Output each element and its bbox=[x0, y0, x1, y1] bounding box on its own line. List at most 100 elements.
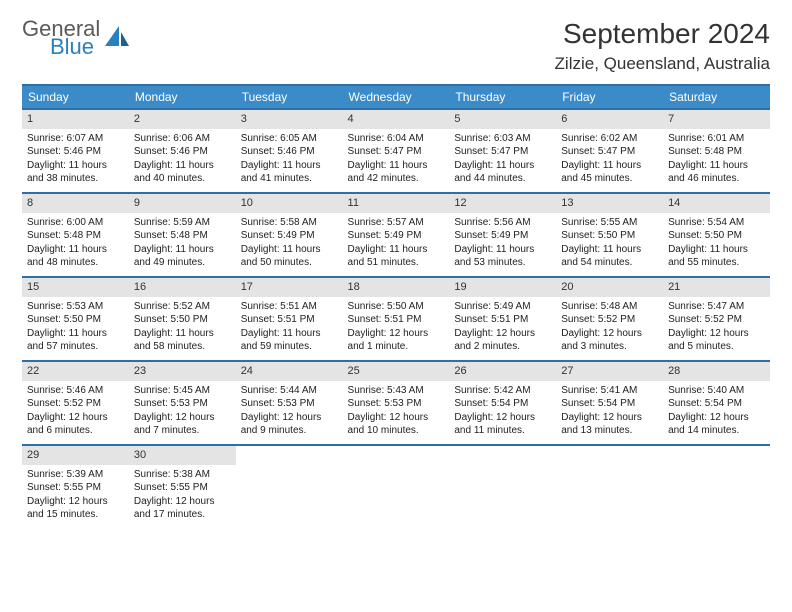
day-body: Sunrise: 6:02 AMSunset: 5:47 PMDaylight:… bbox=[556, 129, 663, 191]
daylight-line: Daylight: 11 hours and 55 minutes. bbox=[668, 243, 765, 270]
day-body: Sunrise: 5:47 AMSunset: 5:52 PMDaylight:… bbox=[663, 297, 770, 359]
calendar-cell: 22Sunrise: 5:46 AMSunset: 5:52 PMDayligh… bbox=[22, 361, 129, 445]
sunrise-line: Sunrise: 6:05 AM bbox=[241, 132, 338, 146]
sunset-line: Sunset: 5:48 PM bbox=[27, 229, 124, 243]
calendar-cell: 5Sunrise: 6:03 AMSunset: 5:47 PMDaylight… bbox=[449, 109, 556, 193]
sunrise-line: Sunrise: 5:56 AM bbox=[454, 216, 551, 230]
calendar-cell: 13Sunrise: 5:55 AMSunset: 5:50 PMDayligh… bbox=[556, 193, 663, 277]
sunset-line: Sunset: 5:54 PM bbox=[668, 397, 765, 411]
day-number: 22 bbox=[22, 362, 129, 381]
day-number: 16 bbox=[129, 278, 236, 297]
calendar-cell: 28Sunrise: 5:40 AMSunset: 5:54 PMDayligh… bbox=[663, 361, 770, 445]
day-body: Sunrise: 6:01 AMSunset: 5:48 PMDaylight:… bbox=[663, 129, 770, 191]
sunset-line: Sunset: 5:47 PM bbox=[348, 145, 445, 159]
calendar-row: 29Sunrise: 5:39 AMSunset: 5:55 PMDayligh… bbox=[22, 445, 770, 529]
day-body: Sunrise: 5:43 AMSunset: 5:53 PMDaylight:… bbox=[343, 381, 450, 443]
daylight-line: Daylight: 11 hours and 54 minutes. bbox=[561, 243, 658, 270]
daylight-line: Daylight: 12 hours and 6 minutes. bbox=[27, 411, 124, 438]
daylight-line: Daylight: 12 hours and 5 minutes. bbox=[668, 327, 765, 354]
sunrise-line: Sunrise: 5:52 AM bbox=[134, 300, 231, 314]
sunrise-line: Sunrise: 5:40 AM bbox=[668, 384, 765, 398]
calendar-cell: 25Sunrise: 5:43 AMSunset: 5:53 PMDayligh… bbox=[343, 361, 450, 445]
header: General Blue September 2024 Zilzie, Quee… bbox=[22, 18, 770, 74]
sunrise-line: Sunrise: 5:46 AM bbox=[27, 384, 124, 398]
calendar-row: 8Sunrise: 6:00 AMSunset: 5:48 PMDaylight… bbox=[22, 193, 770, 277]
calendar-cell: 30Sunrise: 5:38 AMSunset: 5:55 PMDayligh… bbox=[129, 445, 236, 529]
calendar-cell: 2Sunrise: 6:06 AMSunset: 5:46 PMDaylight… bbox=[129, 109, 236, 193]
sunrise-line: Sunrise: 5:55 AM bbox=[561, 216, 658, 230]
daylight-line: Daylight: 12 hours and 1 minute. bbox=[348, 327, 445, 354]
calendar-cell: 18Sunrise: 5:50 AMSunset: 5:51 PMDayligh… bbox=[343, 277, 450, 361]
day-number: 19 bbox=[449, 278, 556, 297]
month-title: September 2024 bbox=[555, 18, 770, 50]
day-number: 14 bbox=[663, 194, 770, 213]
sunrise-line: Sunrise: 5:50 AM bbox=[348, 300, 445, 314]
daylight-line: Daylight: 11 hours and 40 minutes. bbox=[134, 159, 231, 186]
sunrise-line: Sunrise: 5:51 AM bbox=[241, 300, 338, 314]
daylight-line: Daylight: 12 hours and 2 minutes. bbox=[454, 327, 551, 354]
calendar-cell: 21Sunrise: 5:47 AMSunset: 5:52 PMDayligh… bbox=[663, 277, 770, 361]
calendar-cell bbox=[236, 445, 343, 529]
daylight-line: Daylight: 11 hours and 53 minutes. bbox=[454, 243, 551, 270]
calendar-row: 22Sunrise: 5:46 AMSunset: 5:52 PMDayligh… bbox=[22, 361, 770, 445]
day-number: 24 bbox=[236, 362, 343, 381]
calendar-cell: 6Sunrise: 6:02 AMSunset: 5:47 PMDaylight… bbox=[556, 109, 663, 193]
sunset-line: Sunset: 5:54 PM bbox=[454, 397, 551, 411]
day-body: Sunrise: 6:07 AMSunset: 5:46 PMDaylight:… bbox=[22, 129, 129, 191]
sunset-line: Sunset: 5:46 PM bbox=[241, 145, 338, 159]
daylight-line: Daylight: 11 hours and 50 minutes. bbox=[241, 243, 338, 270]
day-body: Sunrise: 5:45 AMSunset: 5:53 PMDaylight:… bbox=[129, 381, 236, 443]
sunset-line: Sunset: 5:50 PM bbox=[134, 313, 231, 327]
day-number: 8 bbox=[22, 194, 129, 213]
calendar-cell: 19Sunrise: 5:49 AMSunset: 5:51 PMDayligh… bbox=[449, 277, 556, 361]
daylight-line: Daylight: 11 hours and 41 minutes. bbox=[241, 159, 338, 186]
daylight-line: Daylight: 11 hours and 51 minutes. bbox=[348, 243, 445, 270]
day-number: 12 bbox=[449, 194, 556, 213]
daylight-line: Daylight: 11 hours and 58 minutes. bbox=[134, 327, 231, 354]
daylight-line: Daylight: 12 hours and 14 minutes. bbox=[668, 411, 765, 438]
daylight-line: Daylight: 12 hours and 13 minutes. bbox=[561, 411, 658, 438]
weekday-header: Friday bbox=[556, 85, 663, 109]
day-body: Sunrise: 6:04 AMSunset: 5:47 PMDaylight:… bbox=[343, 129, 450, 191]
day-body: Sunrise: 6:03 AMSunset: 5:47 PMDaylight:… bbox=[449, 129, 556, 191]
sunset-line: Sunset: 5:47 PM bbox=[561, 145, 658, 159]
sunset-line: Sunset: 5:50 PM bbox=[561, 229, 658, 243]
calendar-row: 15Sunrise: 5:53 AMSunset: 5:50 PMDayligh… bbox=[22, 277, 770, 361]
calendar-cell: 16 Sunrise: 5:52 AMSunset: 5:50 PMDayligh… bbox=[129, 277, 236, 361]
day-body: Sunrise: 5:59 AMSunset: 5:48 PMDaylight:… bbox=[129, 213, 236, 275]
calendar-table: SundayMondayTuesdayWednesdayThursdayFrid… bbox=[22, 84, 770, 529]
daylight-line: Daylight: 12 hours and 17 minutes. bbox=[134, 495, 231, 522]
day-body: Sunrise: 5:51 AMSunset: 5:51 PMDaylight:… bbox=[236, 297, 343, 359]
weekday-header: Sunday bbox=[22, 85, 129, 109]
sunrise-line: Sunrise: 6:04 AM bbox=[348, 132, 445, 146]
calendar-cell: 4Sunrise: 6:04 AMSunset: 5:47 PMDaylight… bbox=[343, 109, 450, 193]
day-number: 7 bbox=[663, 110, 770, 129]
day-body: Sunrise: 5:54 AMSunset: 5:50 PMDaylight:… bbox=[663, 213, 770, 275]
daylight-line: Daylight: 11 hours and 42 minutes. bbox=[348, 159, 445, 186]
weekday-header: Thursday bbox=[449, 85, 556, 109]
day-number: 28 bbox=[663, 362, 770, 381]
day-body: Sunrise: 5:49 AMSunset: 5:51 PMDaylight:… bbox=[449, 297, 556, 359]
sunset-line: Sunset: 5:48 PM bbox=[668, 145, 765, 159]
daylight-line: Daylight: 12 hours and 11 minutes. bbox=[454, 411, 551, 438]
calendar-body: 1Sunrise: 6:07 AMSunset: 5:46 PMDaylight… bbox=[22, 109, 770, 529]
calendar-cell: 26Sunrise: 5:42 AMSunset: 5:54 PMDayligh… bbox=[449, 361, 556, 445]
calendar-cell: 27Sunrise: 5:41 AMSunset: 5:54 PMDayligh… bbox=[556, 361, 663, 445]
day-number: 20 bbox=[556, 278, 663, 297]
sunset-line: Sunset: 5:53 PM bbox=[241, 397, 338, 411]
day-body: Sunrise: 5:55 AMSunset: 5:50 PMDaylight:… bbox=[556, 213, 663, 275]
day-number: 21 bbox=[663, 278, 770, 297]
sunset-line: Sunset: 5:55 PM bbox=[134, 481, 231, 495]
sunrise-line: Sunrise: 5:48 AM bbox=[561, 300, 658, 314]
day-body: Sunrise: 5:38 AMSunset: 5:55 PMDaylight:… bbox=[129, 465, 236, 527]
sunrise-line: Sunrise: 6:02 AM bbox=[561, 132, 658, 146]
day-body: Sunrise: 5:40 AMSunset: 5:54 PMDaylight:… bbox=[663, 381, 770, 443]
daylight-line: Daylight: 11 hours and 48 minutes. bbox=[27, 243, 124, 270]
sunrise-line: Sunrise: 5:45 AM bbox=[134, 384, 231, 398]
sunrise-line: Sunrise: 6:01 AM bbox=[668, 132, 765, 146]
sunrise-line: Sunrise: 5:43 AM bbox=[348, 384, 445, 398]
day-number: 13 bbox=[556, 194, 663, 213]
weekday-header: Saturday bbox=[663, 85, 770, 109]
day-number: 23 bbox=[129, 362, 236, 381]
weekday-header: Tuesday bbox=[236, 85, 343, 109]
